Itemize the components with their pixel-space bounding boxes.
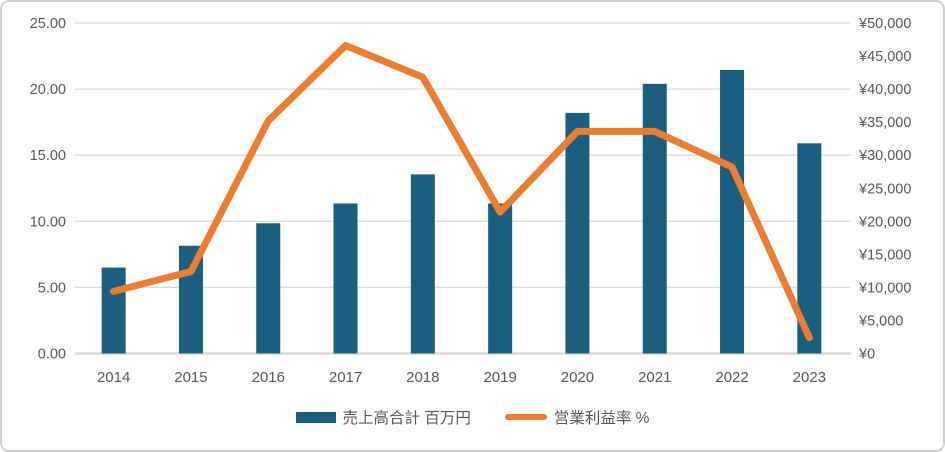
bar-2014 (101, 267, 126, 354)
x-axis-label: 2016 (252, 369, 285, 386)
x-axis-label: 2014 (97, 369, 130, 386)
legend-label-sales: 売上高合計 百万円 (342, 410, 471, 427)
x-axis-label: 2022 (715, 369, 748, 386)
bar-2021 (642, 83, 667, 354)
right-axis-tick-label: ¥10,000 (858, 280, 911, 296)
x-axis-label: 2020 (561, 369, 594, 386)
axis-labels-group: 0.00 5.00 10.00 15.00 20.00 25.00 ¥0 ¥5,000 ¥10,… (30, 16, 912, 386)
legend-item-sales: 売上高合計 百万円 (295, 406, 471, 428)
profit-margin-line (110, 41, 813, 342)
right-axis-tick-label: ¥45,000 (858, 49, 911, 65)
bar-2022 (720, 69, 745, 354)
left-axis-tick-label: 15.00 (30, 148, 66, 164)
left-axis-tick-label: 25.00 (30, 16, 66, 32)
bar-2017 (333, 203, 358, 354)
right-axis-tick-label: ¥35,000 (858, 115, 911, 131)
bar-series-swatch (295, 411, 336, 423)
left-axis-tick-label: 5.00 (38, 280, 66, 296)
right-axis-tick-label: ¥30,000 (858, 148, 911, 164)
right-axis-tick-label: ¥25,000 (858, 181, 911, 197)
x-axis-label: 2017 (329, 369, 362, 386)
bar-2019 (488, 203, 513, 354)
right-axis-tick-label: ¥20,000 (858, 214, 911, 230)
x-axis-label: 2015 (174, 369, 207, 386)
right-axis-tick-label: ¥5,000 (858, 313, 903, 329)
bar-2015 (178, 245, 203, 354)
right-axis-tick-label: ¥15,000 (858, 247, 911, 263)
legend-label-margin: 営業利益率 % (553, 410, 650, 427)
line-series-group (110, 41, 813, 342)
x-axis-label: 2019 (483, 369, 516, 386)
bar-2018 (410, 174, 435, 354)
chart-legend: 売上高合計 百万円 営業利益率 % (0, 406, 945, 428)
x-axis-label: 2018 (406, 369, 439, 386)
left-axis-tick-label: 20.00 (30, 82, 66, 98)
bar-series-group (101, 69, 822, 354)
x-axis-label: 2023 (793, 369, 826, 386)
right-axis-tick-label: ¥40,000 (858, 82, 911, 98)
bar-2020 (565, 112, 590, 354)
right-axis-tick-label: ¥0 (858, 347, 875, 363)
x-axis-label: 2021 (638, 369, 671, 386)
legend-item-margin: 営業利益率 % (504, 406, 650, 428)
line-series-swatch (504, 414, 547, 420)
right-axis-tick-label: ¥50,000 (858, 16, 911, 32)
left-axis-tick-label: 10.00 (30, 214, 66, 230)
bar-2016 (256, 223, 281, 354)
left-axis-tick-label: 0.00 (38, 347, 66, 363)
